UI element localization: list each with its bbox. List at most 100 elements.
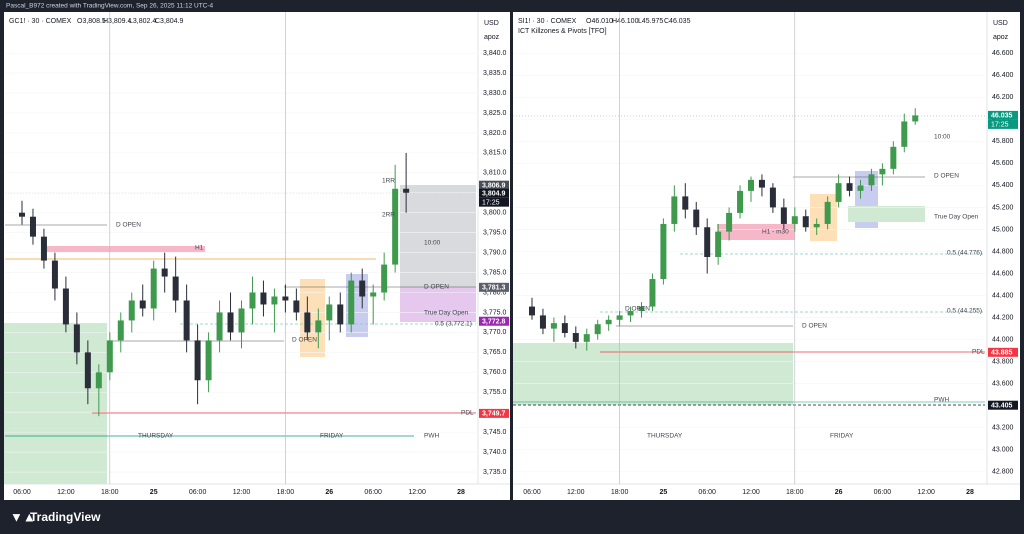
price-tag xyxy=(988,110,1018,120)
annotation: 0.5 (3,772.1) xyxy=(435,321,472,328)
candle-body xyxy=(780,207,787,224)
candle-body xyxy=(29,216,36,237)
candle-body xyxy=(737,190,744,213)
annotation: 10:00 xyxy=(424,240,441,247)
price-tag xyxy=(988,347,1018,357)
x-tick-label: 06:00 xyxy=(13,489,31,496)
candle-body xyxy=(194,340,201,381)
candle-body xyxy=(529,306,535,316)
price-tag-label: 3,772.8 xyxy=(482,319,505,326)
y-tick-label: 3,760.0 xyxy=(483,369,506,376)
price-tag-label: 3,749.7 xyxy=(482,411,505,418)
candle-body xyxy=(40,236,47,261)
price-tag xyxy=(479,188,509,198)
y-tick-label: 3,765.0 xyxy=(483,349,506,356)
candle-body xyxy=(84,352,91,389)
candle-body xyxy=(392,188,399,265)
countdown: 17:25 xyxy=(991,122,1009,129)
candle-body xyxy=(758,179,765,188)
brand: TradingView xyxy=(30,510,101,524)
symbol: SI1! · 30 · COMEX xyxy=(518,18,577,25)
currency: USD xyxy=(993,20,1008,27)
candle-body xyxy=(835,183,842,202)
x-tick-label: 06:00 xyxy=(874,489,892,496)
annotation: 2RR xyxy=(382,212,395,219)
candle-body xyxy=(249,292,256,309)
candle-body xyxy=(337,304,344,325)
y-tick-label: 3,745.0 xyxy=(483,429,506,436)
candle-body xyxy=(95,372,102,389)
annotation: D OPEN xyxy=(802,323,827,330)
y-tick-label: 46.600 xyxy=(992,50,1014,57)
candle-body xyxy=(890,146,897,169)
candle-body xyxy=(326,304,333,321)
price-tag xyxy=(479,180,509,190)
price-tag-label: 3,781.3 xyxy=(482,285,505,292)
x-tick-label: 18:00 xyxy=(611,489,629,496)
annotation: D OPEN xyxy=(292,337,317,344)
ohlc-value: H3,809.4 xyxy=(103,18,132,25)
zone xyxy=(513,343,793,405)
x-tick-label: 12:00 xyxy=(233,489,251,496)
right-panel xyxy=(513,12,1020,500)
x-tick-label: 06:00 xyxy=(698,489,716,496)
candle-body xyxy=(901,121,908,147)
annotation: THURSDAY xyxy=(138,433,174,440)
candle-body xyxy=(205,340,212,381)
candle-body xyxy=(572,333,579,342)
y-tick-label: 3,790.0 xyxy=(483,249,506,256)
annotation: True Day Open xyxy=(934,214,979,221)
y-tick-label: 3,840.0 xyxy=(483,50,506,57)
y-tick-label: 3,810.0 xyxy=(483,170,506,177)
candle-body xyxy=(748,179,754,191)
price-tag-label: 46.035 xyxy=(991,113,1013,120)
y-tick-label: 3,820.0 xyxy=(483,130,506,137)
y-tick-label: 45.000 xyxy=(992,226,1014,233)
zone xyxy=(848,206,925,222)
zone xyxy=(47,246,205,252)
candle-body xyxy=(227,312,234,333)
y-tick-label: 3,775.0 xyxy=(483,309,506,316)
candle-body xyxy=(359,280,366,297)
candle-body xyxy=(238,308,245,333)
candle-body xyxy=(403,188,410,193)
ohlc-value: L45.975 xyxy=(638,18,663,25)
zone xyxy=(810,194,837,241)
candle-body xyxy=(117,320,124,341)
candle-body xyxy=(682,196,689,210)
y-tick-label: 44.600 xyxy=(992,270,1014,277)
candle-body xyxy=(802,216,809,228)
y-tick-label: 3,770.0 xyxy=(483,329,506,336)
candle-body xyxy=(616,315,623,320)
candle-body xyxy=(51,260,58,289)
candle-body xyxy=(605,319,612,325)
ohlc-value: C3,804.9 xyxy=(155,18,184,25)
x-tick-label: 18:00 xyxy=(277,489,295,496)
x-tick-label: 06:00 xyxy=(189,489,207,496)
ohlc-value: H46.100 xyxy=(612,18,639,25)
candle-body xyxy=(73,324,80,353)
candle-body xyxy=(381,264,388,293)
annotation: 0.5 (44.255) xyxy=(947,308,982,315)
annotation: D OPEN xyxy=(625,306,650,313)
candle-body xyxy=(293,300,300,313)
annotation: 10:00 xyxy=(934,134,951,141)
y-tick-label: 3,740.0 xyxy=(483,449,506,456)
annotation: 0.5 (44.776) xyxy=(947,250,982,257)
candle-body xyxy=(715,231,722,257)
annotation: H1 - m30 xyxy=(762,229,789,236)
zone xyxy=(400,185,476,287)
x-tick-label: 26 xyxy=(325,489,333,496)
currency: USD xyxy=(484,20,499,27)
ohlc-value: O3,808.5 xyxy=(77,18,106,25)
y-tick-label: 45.600 xyxy=(992,160,1014,167)
y-tick-label: 46.200 xyxy=(992,94,1014,101)
candle-body xyxy=(348,280,355,325)
x-tick-label: 12:00 xyxy=(742,489,760,496)
x-tick-label: 28 xyxy=(457,489,465,496)
annotation: PDL xyxy=(461,410,474,417)
candle-body xyxy=(791,216,798,224)
annotation: PDL xyxy=(972,349,985,356)
candle-body xyxy=(139,300,146,309)
